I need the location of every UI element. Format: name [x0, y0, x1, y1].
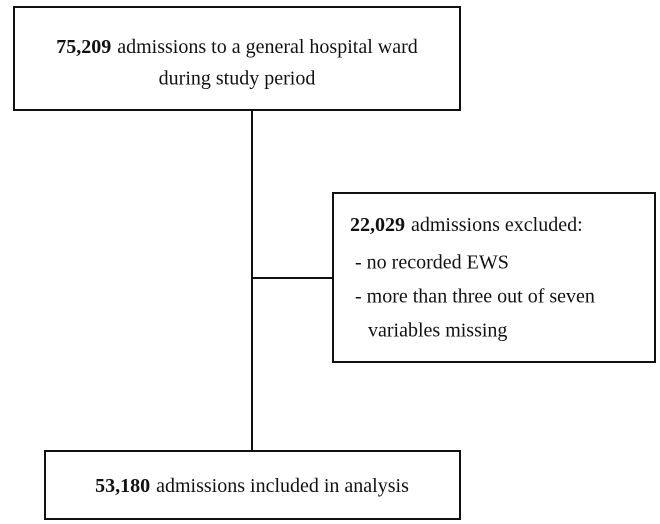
node-line: - no recorded EWS: [355, 252, 509, 274]
node-line: 53,180 admissions included in analysis: [95, 475, 409, 497]
count: 75,209: [56, 36, 111, 58]
node-line: - more than three out of seven: [355, 286, 595, 308]
node-line: 22,029 admissions excluded:: [350, 214, 583, 236]
node-line: during study period: [159, 68, 316, 90]
node-line: variables missing: [368, 320, 507, 342]
node-box: [44, 450, 461, 520]
node-box: [332, 192, 656, 363]
node-box: [13, 6, 461, 111]
label: admissions to a general hospital ward: [117, 36, 418, 58]
count: 53,180: [95, 475, 150, 497]
node-line: 75,209 admissions to a general hospital w…: [56, 36, 418, 58]
label: admissions included in analysis: [156, 475, 409, 497]
label: admissions excluded:: [411, 214, 583, 236]
count: 22,029: [350, 214, 405, 236]
